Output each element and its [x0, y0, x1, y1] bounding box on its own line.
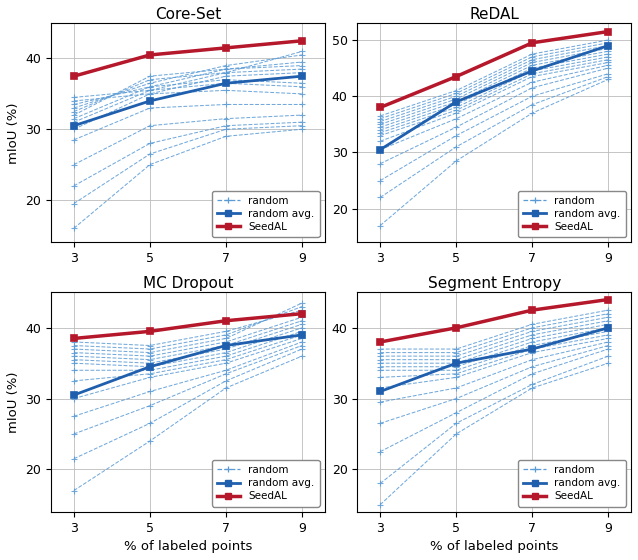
- X-axis label: % of labeled points: % of labeled points: [430, 540, 558, 553]
- X-axis label: % of labeled points: % of labeled points: [124, 540, 252, 553]
- Y-axis label: mIoU (%): mIoU (%): [7, 371, 20, 433]
- Title: ReDAL: ReDAL: [470, 7, 519, 22]
- Title: MC Dropout: MC Dropout: [143, 276, 233, 291]
- Legend: random, random avg., SeedAL: random, random avg., SeedAL: [518, 460, 626, 507]
- Title: Segment Entropy: Segment Entropy: [427, 276, 561, 291]
- Legend: random, random avg., SeedAL: random, random avg., SeedAL: [518, 190, 626, 237]
- Legend: random, random avg., SeedAL: random, random avg., SeedAL: [212, 460, 320, 507]
- Y-axis label: mIoU (%): mIoU (%): [7, 102, 20, 164]
- Legend: random, random avg., SeedAL: random, random avg., SeedAL: [212, 190, 320, 237]
- Title: Core-Set: Core-Set: [155, 7, 221, 22]
